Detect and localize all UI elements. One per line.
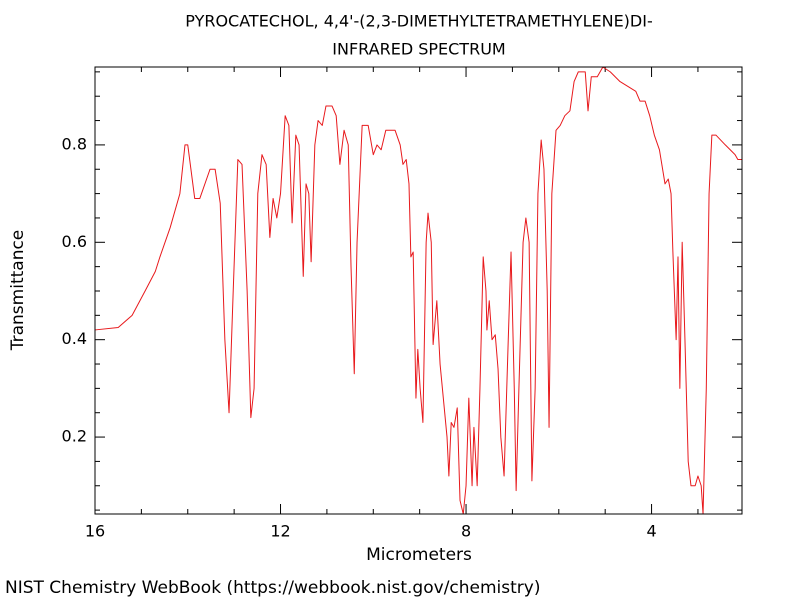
x-tick-label: 4 (646, 522, 656, 541)
chart-title: PYROCATECHOL, 4,4'-(2,3-DIMETHYLTETRAMET… (185, 12, 652, 31)
y-axis-label: Transmittance (8, 230, 28, 352)
x-tick-label: 16 (85, 522, 105, 541)
footer: NIST Chemistry WebBook (https://webbook.… (5, 578, 540, 598)
spectrum-line (94, 66, 742, 515)
y-tick-label: 0.2 (62, 427, 87, 446)
y-tick-label: 0.4 (62, 329, 87, 348)
x-tick-label: 12 (270, 522, 290, 541)
chart-subtitle: INFRARED SPECTRUM (332, 40, 505, 59)
plot-frame (94, 66, 743, 515)
x-axis-label: Micrometers (366, 545, 472, 565)
x-tick-label: 8 (461, 522, 471, 541)
y-tick-label: 0.6 (62, 232, 87, 251)
y-tick-label: 0.8 (62, 134, 87, 153)
